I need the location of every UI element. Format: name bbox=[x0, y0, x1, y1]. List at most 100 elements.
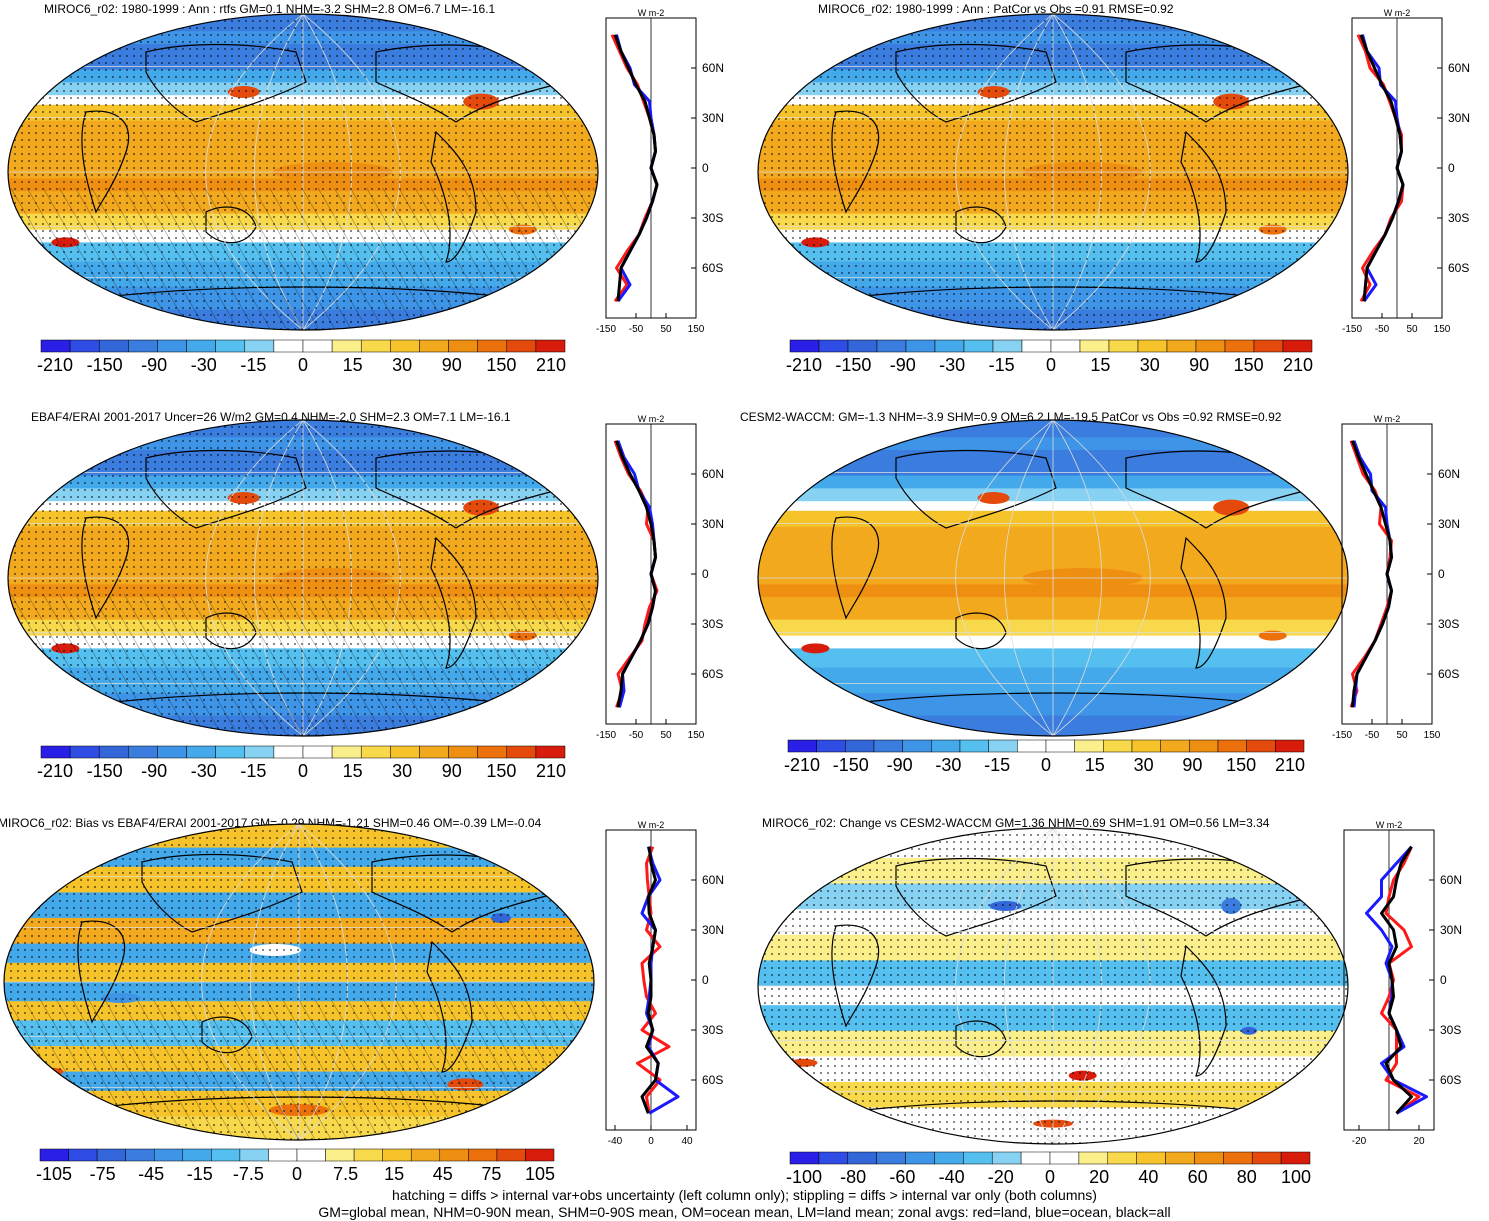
x-tick-label: -40 bbox=[608, 1136, 623, 1147]
lat-tick-label: 60N bbox=[702, 873, 724, 887]
colorbar-label: -150 bbox=[86, 355, 123, 375]
panel-title: MIROC6_r02: Bias vs EBAF4/ERAI 2001-2017… bbox=[0, 816, 542, 830]
colorbar-label: 150 bbox=[486, 761, 517, 781]
lat-tick-label: 30S bbox=[1448, 211, 1469, 225]
zonal-unit-label: W m-2 bbox=[1384, 8, 1411, 18]
zonal-all-line bbox=[1359, 34, 1405, 302]
zonal-unit-label: W m-2 bbox=[1374, 414, 1401, 424]
colorbar-swatch bbox=[1049, 1151, 1080, 1165]
colorbar-swatch bbox=[448, 339, 478, 353]
colorbar-swatch bbox=[1108, 339, 1139, 353]
colorbar-label: 150 bbox=[1233, 355, 1264, 375]
colorbar-label: 100 bbox=[1280, 1167, 1312, 1187]
colorbar-label: 15 bbox=[342, 761, 363, 781]
colorbar-label: -15 bbox=[984, 755, 1011, 775]
colorbar-label: 210 bbox=[535, 761, 567, 781]
colorbar-swatch bbox=[157, 339, 187, 353]
x-tick-label: -150 bbox=[1332, 730, 1352, 741]
lat-tick-label: 60N bbox=[702, 61, 724, 75]
colorbar-label: -15 bbox=[988, 355, 1015, 375]
colorbar-swatch bbox=[157, 745, 187, 759]
x-tick-label: 150 bbox=[688, 324, 705, 335]
map-panel-cesm2 bbox=[757, 419, 1349, 737]
colorbar-label: -90 bbox=[886, 755, 913, 775]
colorbar-swatch bbox=[992, 339, 1023, 353]
colorbar-label: -30 bbox=[190, 761, 217, 781]
lat-tick-label: 30S bbox=[702, 1023, 723, 1037]
colorbar-label: 0 bbox=[1040, 755, 1052, 775]
lat-tick-label: 30N bbox=[702, 111, 724, 125]
colorbar-swatch bbox=[439, 1148, 469, 1162]
colorbar-swatch bbox=[1131, 739, 1161, 753]
colorbar-swatch bbox=[468, 1148, 498, 1162]
colorbar-label: 150 bbox=[486, 355, 517, 375]
colorbar-swatch bbox=[845, 739, 875, 753]
colorbar-label: 60 bbox=[1187, 1167, 1208, 1187]
colorbar bbox=[40, 339, 566, 353]
footer-line-2: GM=global mean, NHM=0-90N mean, SHM=0-90… bbox=[318, 1204, 1171, 1220]
colorbar-swatch bbox=[787, 739, 817, 753]
colorbar-label: 150 bbox=[1226, 755, 1257, 775]
colorbar-swatch bbox=[1189, 739, 1219, 753]
zonal-unit-label: W m-2 bbox=[638, 8, 665, 18]
colorbar-label: 45 bbox=[432, 1164, 453, 1184]
lat-tick-label: 0 bbox=[702, 567, 709, 581]
x-tick-label: -150 bbox=[1342, 324, 1362, 335]
x-tick-label: 50 bbox=[660, 324, 672, 335]
lat-tick-label: 0 bbox=[1440, 973, 1447, 987]
colorbar-label: 0 bbox=[297, 355, 309, 375]
colorbar-swatch bbox=[1160, 739, 1190, 753]
colorbar-swatch bbox=[934, 1151, 964, 1165]
x-tick-label: -150 bbox=[596, 324, 616, 335]
colorbar-label: 90 bbox=[441, 355, 462, 375]
map-panel-change bbox=[757, 827, 1349, 1145]
lat-tick-label: 60N bbox=[702, 467, 724, 481]
colorbar-label: -100 bbox=[785, 1167, 823, 1187]
colorbar-label: 30 bbox=[1133, 755, 1154, 775]
lat-tick-label: 0 bbox=[1438, 567, 1445, 581]
lat-tick-label: 30S bbox=[702, 211, 723, 225]
map-panel-obs bbox=[7, 419, 599, 737]
colorbar-label: -15 bbox=[240, 761, 267, 781]
zonal-all-line bbox=[640, 846, 660, 1114]
colorbar bbox=[40, 745, 566, 759]
colorbar-label: -210 bbox=[785, 355, 823, 375]
colorbar-label: 0 bbox=[291, 1164, 303, 1184]
colorbar-label: 15 bbox=[1084, 755, 1105, 775]
x-tick-label: 20 bbox=[1413, 1136, 1425, 1147]
colorbar-label: 75 bbox=[481, 1164, 502, 1184]
colorbar-swatch bbox=[296, 1148, 326, 1162]
colorbar-swatch bbox=[302, 745, 333, 759]
x-tick-label: -50 bbox=[1365, 730, 1380, 741]
colorbar-label: 15 bbox=[384, 1164, 405, 1184]
colorbar-label: -210 bbox=[36, 761, 74, 781]
colorbar-label: 20 bbox=[1089, 1167, 1110, 1187]
colorbar-label: -15 bbox=[186, 1164, 213, 1184]
colorbar-label: -30 bbox=[939, 355, 966, 375]
colorbar-label: 0 bbox=[1044, 1167, 1056, 1187]
colorbar-swatch bbox=[419, 339, 449, 353]
colorbar-swatch bbox=[535, 339, 566, 353]
colorbar-swatch bbox=[182, 1148, 212, 1162]
colorbar-swatch bbox=[1078, 1151, 1109, 1165]
colorbar-swatch bbox=[268, 1148, 298, 1162]
zonal-mean-plot: W m-2 60N 30N 0 30S 60S -150 -50 50 150 bbox=[1342, 8, 1470, 335]
zonal-all-line bbox=[613, 34, 659, 302]
colorbar-label: 30 bbox=[392, 355, 413, 375]
colorbar-label: -15 bbox=[240, 355, 267, 375]
colorbar bbox=[789, 339, 1313, 353]
lat-tick-label: 0 bbox=[1448, 161, 1455, 175]
lat-tick-label: 0 bbox=[702, 973, 709, 987]
colorbar-swatch bbox=[1251, 1151, 1282, 1165]
colorbar-label: 30 bbox=[1139, 355, 1160, 375]
colorbar-swatch bbox=[382, 1148, 412, 1162]
colorbar-swatch bbox=[68, 1148, 98, 1162]
colorbar-swatch bbox=[360, 745, 391, 759]
colorbar-swatch bbox=[1282, 339, 1313, 353]
colorbar-swatch bbox=[1223, 1151, 1253, 1165]
colorbar-swatch bbox=[1017, 739, 1047, 753]
colorbar-swatch bbox=[816, 739, 846, 753]
colorbar-label: 40 bbox=[1138, 1167, 1159, 1187]
colorbar-label: -80 bbox=[840, 1167, 867, 1187]
colorbar-label: -40 bbox=[938, 1167, 965, 1187]
